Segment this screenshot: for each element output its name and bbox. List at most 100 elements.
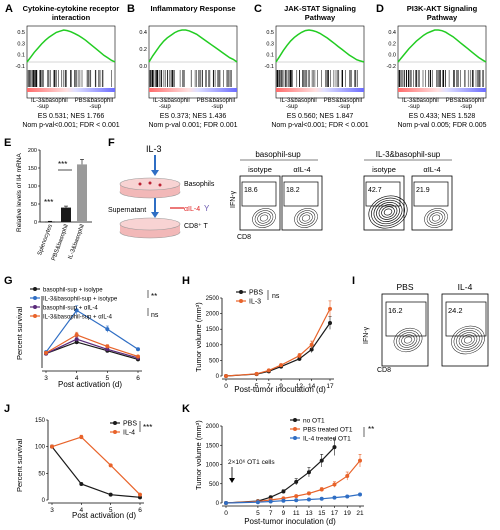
- series-2: [50, 434, 142, 497]
- il3-label: IL-3: [146, 144, 162, 154]
- gsea-enrichment-curve: [397, 29, 487, 63]
- legend-label: IL-3: [249, 298, 261, 305]
- gsea-ytick-label: 0.1: [266, 53, 274, 59]
- panel-e-sig-low: ***: [44, 198, 53, 207]
- gsea-left-label: -sup: [37, 104, 49, 110]
- data-point: [254, 371, 259, 376]
- gsea-stats-pval: Nom p-val<0.001; FDR < 0.001: [22, 122, 119, 129]
- data-point: [44, 350, 48, 355]
- contour-ring: [458, 332, 478, 348]
- panel-k-xlabel: Post-tumor inoculation (d): [244, 517, 336, 526]
- panel-j-legend: PBS IL-4: [110, 420, 141, 436]
- gsea-ytick-label: -0.1: [16, 64, 25, 70]
- data-point: [138, 492, 142, 497]
- flow-gate: [385, 301, 427, 337]
- contour-ring: [461, 334, 475, 346]
- panel-e-xlabel: Splenocytes: [37, 224, 54, 257]
- ytick-label: 100: [35, 445, 46, 451]
- xtick-label: 7: [269, 510, 273, 517]
- flow-frame: [411, 175, 453, 231]
- panel-letter-a: A: [5, 3, 13, 15]
- xtick-label: 0: [224, 383, 228, 390]
- gsea-right-label: -sup: [89, 104, 101, 110]
- gsea-title-line: interaction: [52, 13, 91, 22]
- gsea-enrichment-curve: [26, 29, 116, 63]
- panel-f-ylabel: IFN-γ: [230, 190, 237, 208]
- series-1: [50, 444, 142, 500]
- cd8t-label: CD8⁺ T: [184, 223, 209, 230]
- xtick-label: 4: [80, 507, 84, 514]
- gsea-ytick-label: 0.3: [17, 41, 25, 47]
- panel-letter-e: E: [4, 137, 11, 149]
- supernatant-label: Supernatant: [108, 207, 146, 214]
- data-point: [297, 353, 302, 358]
- flow-percentage: 21.9: [416, 187, 430, 194]
- gsea-enrichment-curve: [275, 29, 365, 63]
- data-point: [279, 363, 284, 368]
- legend-swatch-dot: [293, 418, 297, 422]
- data-point: [136, 347, 140, 352]
- basophil-dish: [119, 177, 181, 199]
- flow-plot-1: isotype 18.6: [239, 165, 281, 231]
- gsea-right-label: PBS&basophil: [75, 98, 113, 104]
- gsea-hit-barcode: [27, 70, 112, 87]
- panel-e-bars: [45, 159, 87, 223]
- series-4: [44, 331, 140, 359]
- xtick-label: 5: [109, 507, 113, 514]
- data-point: [79, 482, 84, 486]
- contour-ring: [376, 202, 400, 222]
- legend-swatch-dot: [33, 305, 37, 309]
- gsea-title-line: Inflammatory Response: [150, 4, 235, 13]
- gsea-right-label: -sup: [211, 104, 223, 110]
- gsea-rank-gradient: [149, 88, 237, 92]
- panel-i-group-pbs: PBS: [396, 282, 413, 292]
- contour-ring: [453, 327, 483, 353]
- contour-ring: [257, 212, 271, 224]
- panel-k-plot: 2000 1500 1000 500 00 5 7 9 11 13 15 17 19 21: [206, 424, 364, 517]
- flow-frame: [239, 175, 281, 231]
- xtick-label: 17: [326, 383, 334, 390]
- series-line: [225, 493, 361, 504]
- data-point: [358, 458, 362, 463]
- group-il3-basophil-sup: IL-3&basophil-sup: [376, 150, 441, 159]
- panel-i-flow-plots: 16.2 24.2: [381, 293, 489, 367]
- contour-ring: [424, 208, 448, 228]
- panel-f: F IL-3 Basophils Supernatant αIL-4 Y CD8…: [108, 137, 453, 241]
- data-point: [332, 482, 337, 487]
- flow-sub-label: isotype: [372, 165, 396, 174]
- gsea-stats-es: ES 0.373; NES 1.436: [160, 113, 227, 120]
- panel-letter-j: J: [4, 403, 10, 415]
- series-1: [44, 339, 140, 362]
- data-point: [294, 494, 299, 499]
- xtick-label: 17: [331, 510, 339, 517]
- panel-j-sig: ***: [143, 423, 152, 432]
- panel-e-yticks: 200 150 100 50 0: [28, 148, 40, 226]
- gsea-stats-es: ES 0.433; NES 1.528: [409, 113, 476, 120]
- panel-i-ylabel: IFN-γ: [363, 326, 370, 344]
- gsea-left-label: -sup: [286, 104, 298, 110]
- legend-label: basophil-sup + αIL-4: [43, 305, 98, 311]
- legend-swatch-dot: [293, 427, 297, 431]
- panel-j: J Percent survival 150 100 50 03 4 5 6 Post ac…: [4, 403, 152, 520]
- gsea-right-label: PBS&basophil: [324, 98, 362, 104]
- contour-ring: [456, 330, 480, 350]
- legend-label: PBS: [123, 420, 137, 427]
- panel-letter-k: K: [182, 403, 190, 415]
- panel-k-legend: no OT1 PBS treated OT1 IL-4 treated OT1: [290, 417, 365, 442]
- data-point: [105, 344, 110, 349]
- data-point: [108, 463, 113, 468]
- ytick-label: 1000: [206, 343, 220, 349]
- gsea-stats-es: ES 0.531; NES 1.766: [38, 113, 105, 120]
- gsea-title-line: Pathway: [305, 13, 336, 22]
- data-point: [309, 347, 314, 352]
- panel-f-xlabel: CD8: [237, 234, 251, 241]
- panel-letter-c: C: [254, 3, 262, 15]
- data-point: [224, 374, 228, 378]
- panel-e-ylabel: Relative levels of Il4 mRNA: [16, 153, 23, 232]
- panel-h: H Tumor volume (mm³) 2500200015001000500…: [182, 275, 334, 394]
- gsea-stats-pval: Nom p-val<0.001; FDR < 0.001: [271, 122, 368, 129]
- gsea-right-label: PBS&basophil: [446, 98, 484, 104]
- contour-ring: [393, 327, 423, 353]
- contour-ring: [451, 325, 485, 355]
